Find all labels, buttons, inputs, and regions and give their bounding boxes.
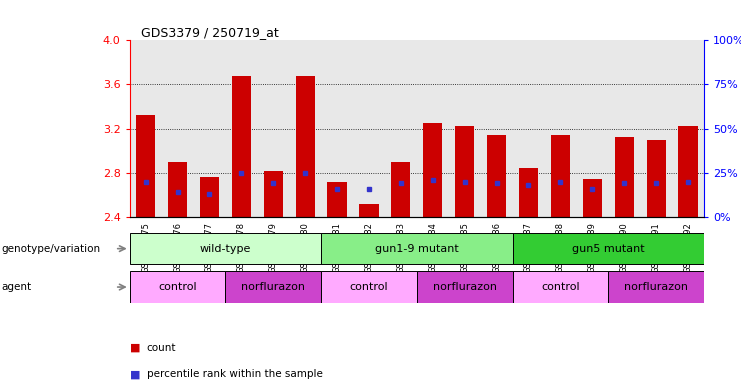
Bar bbox=[296, 76, 315, 217]
Text: norflurazon: norflurazon bbox=[242, 282, 305, 292]
Bar bbox=[225, 271, 321, 303]
Bar bbox=[264, 170, 283, 217]
Bar bbox=[519, 168, 538, 217]
Text: control: control bbox=[541, 282, 579, 292]
Text: wild-type: wild-type bbox=[200, 243, 251, 254]
Text: control: control bbox=[350, 282, 388, 292]
Bar bbox=[646, 140, 665, 217]
Text: agent: agent bbox=[1, 282, 32, 292]
Bar bbox=[130, 233, 321, 264]
Bar bbox=[359, 204, 379, 217]
Bar bbox=[455, 126, 474, 217]
Bar bbox=[200, 177, 219, 217]
Bar bbox=[391, 162, 411, 217]
Bar bbox=[321, 271, 416, 303]
Bar bbox=[232, 76, 251, 217]
Bar bbox=[679, 126, 697, 217]
Text: norflurazon: norflurazon bbox=[624, 282, 688, 292]
Text: percentile rank within the sample: percentile rank within the sample bbox=[147, 369, 322, 379]
Bar bbox=[423, 123, 442, 217]
Bar bbox=[168, 162, 187, 217]
Bar bbox=[487, 135, 506, 217]
Text: genotype/variation: genotype/variation bbox=[1, 243, 101, 254]
Bar bbox=[416, 271, 513, 303]
Bar bbox=[328, 182, 347, 217]
Bar bbox=[551, 135, 570, 217]
Bar bbox=[614, 137, 634, 217]
Text: control: control bbox=[159, 282, 197, 292]
Bar bbox=[513, 271, 608, 303]
Text: ■: ■ bbox=[130, 343, 140, 353]
Text: ■: ■ bbox=[130, 369, 140, 379]
Text: gun5 mutant: gun5 mutant bbox=[572, 243, 645, 254]
Text: norflurazon: norflurazon bbox=[433, 282, 496, 292]
Text: GDS3379 / 250719_at: GDS3379 / 250719_at bbox=[141, 26, 279, 39]
Bar bbox=[582, 179, 602, 217]
Bar bbox=[513, 233, 704, 264]
Bar bbox=[136, 115, 155, 217]
Bar bbox=[321, 233, 513, 264]
Bar bbox=[608, 271, 704, 303]
Bar bbox=[130, 271, 225, 303]
Text: count: count bbox=[147, 343, 176, 353]
Text: gun1-9 mutant: gun1-9 mutant bbox=[375, 243, 459, 254]
